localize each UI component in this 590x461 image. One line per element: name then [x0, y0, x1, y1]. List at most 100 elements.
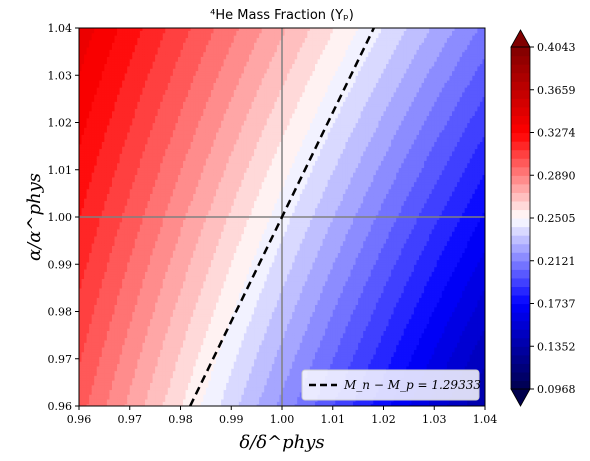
heatmap-cell — [127, 113, 131, 117]
heatmap-cell — [84, 328, 88, 331]
heatmap-cell — [111, 56, 116, 60]
heatmap-cell — [99, 198, 103, 202]
heatmap-cell — [84, 226, 88, 230]
heatmap-cell — [94, 30, 98, 34]
heatmap-cell — [84, 179, 88, 183]
heatmap-cell — [104, 207, 108, 211]
heatmap-cell — [101, 335, 105, 339]
heatmap-cell — [84, 351, 88, 355]
heatmap-cell — [86, 131, 90, 135]
heatmap-cell — [89, 207, 93, 211]
heatmap-cell — [122, 68, 126, 72]
heatmap-cell — [114, 266, 118, 270]
heatmap-cell — [84, 221, 88, 225]
heatmap-cell — [117, 356, 121, 360]
heatmap-cell — [99, 231, 103, 235]
heatmap-cell — [127, 122, 131, 126]
heatmap-cell — [111, 169, 116, 173]
heatmap-cell — [91, 212, 95, 216]
heatmap-cell — [84, 257, 88, 261]
heatmap-cell — [79, 342, 83, 346]
heatmap-cell — [79, 183, 83, 187]
heatmap-cell — [124, 380, 128, 383]
heatmap-cell — [114, 358, 118, 362]
heatmap-cell — [104, 311, 108, 315]
heatmap-cell — [101, 202, 105, 206]
heatmap-cell — [119, 141, 123, 145]
heatmap-cell — [84, 219, 88, 223]
heatmap-cell — [86, 401, 90, 405]
heatmap-cell — [104, 242, 108, 246]
heatmap-cell — [84, 30, 88, 34]
heatmap-cell — [91, 56, 95, 60]
heatmap-cell — [84, 94, 88, 98]
heatmap-cell — [122, 141, 126, 145]
heatmap-cell — [114, 46, 118, 50]
heatmap-cell — [119, 87, 123, 91]
heatmap-cell — [96, 254, 100, 258]
heatmap-cell — [117, 165, 121, 168]
heatmap-cell — [124, 212, 128, 216]
heatmap-cell — [79, 276, 83, 280]
heatmap-cell — [94, 131, 98, 135]
heatmap-cell — [86, 335, 90, 339]
heatmap-cell — [109, 141, 113, 145]
heatmap-cell — [101, 87, 105, 91]
heatmap-cell — [91, 401, 95, 405]
heatmap-cell — [81, 77, 85, 81]
heatmap-cell — [89, 202, 93, 206]
heatmap-cell — [109, 264, 113, 268]
heatmap-cell — [119, 391, 123, 395]
heatmap-cell — [111, 271, 116, 275]
heatmap-cell — [91, 150, 95, 154]
heatmap-cell — [119, 306, 123, 310]
heatmap-cell — [119, 202, 123, 206]
heatmap-cell — [122, 309, 126, 313]
heatmap-cell — [96, 46, 100, 50]
heatmap-cell — [89, 221, 93, 225]
heatmap-cell — [122, 143, 126, 147]
heatmap-cell — [106, 259, 111, 263]
heatmap-cell — [96, 273, 100, 277]
heatmap-cell — [122, 398, 126, 402]
heatmap-cell — [124, 370, 128, 374]
heatmap-cell — [109, 311, 113, 315]
heatmap-cell — [117, 120, 121, 124]
heatmap-cell — [122, 195, 126, 199]
heatmap-cell — [84, 259, 88, 263]
heatmap-cell — [101, 276, 105, 280]
heatmap-cell — [99, 221, 103, 225]
heatmap-cell — [122, 131, 126, 135]
heatmap-cell — [106, 325, 111, 329]
heatmap-cell — [114, 56, 118, 60]
heatmap-cell — [124, 174, 128, 178]
heatmap-cell — [84, 238, 88, 242]
heatmap-cell — [81, 323, 85, 327]
heatmap-cell — [104, 294, 108, 298]
heatmap-cell — [96, 242, 100, 246]
heatmap-cell — [114, 146, 118, 150]
heatmap-cell — [86, 143, 90, 147]
heatmap-cell — [106, 91, 111, 95]
heatmap-cell — [79, 191, 83, 194]
heatmap-cell — [81, 205, 85, 209]
heatmap-cell — [99, 363, 103, 367]
heatmap-cell — [106, 167, 111, 171]
heatmap-cell — [114, 72, 118, 76]
heatmap-cell — [91, 264, 95, 268]
heatmap-cell — [91, 323, 95, 327]
heatmap-cell — [124, 188, 128, 192]
heatmap-cell — [81, 49, 85, 53]
heatmap-cell — [111, 273, 116, 277]
heatmap-cell — [79, 320, 83, 324]
heatmap-cell — [122, 212, 126, 216]
heatmap-cell — [89, 358, 93, 362]
heatmap-cell — [91, 283, 95, 287]
heatmap-cell — [84, 129, 88, 133]
heatmap-cell — [124, 372, 128, 376]
heatmap-cell — [86, 44, 90, 48]
heatmap-cell — [117, 87, 121, 91]
heatmap-cell — [89, 89, 93, 93]
heatmap-cell — [81, 141, 85, 145]
heatmap-cell — [114, 273, 118, 277]
